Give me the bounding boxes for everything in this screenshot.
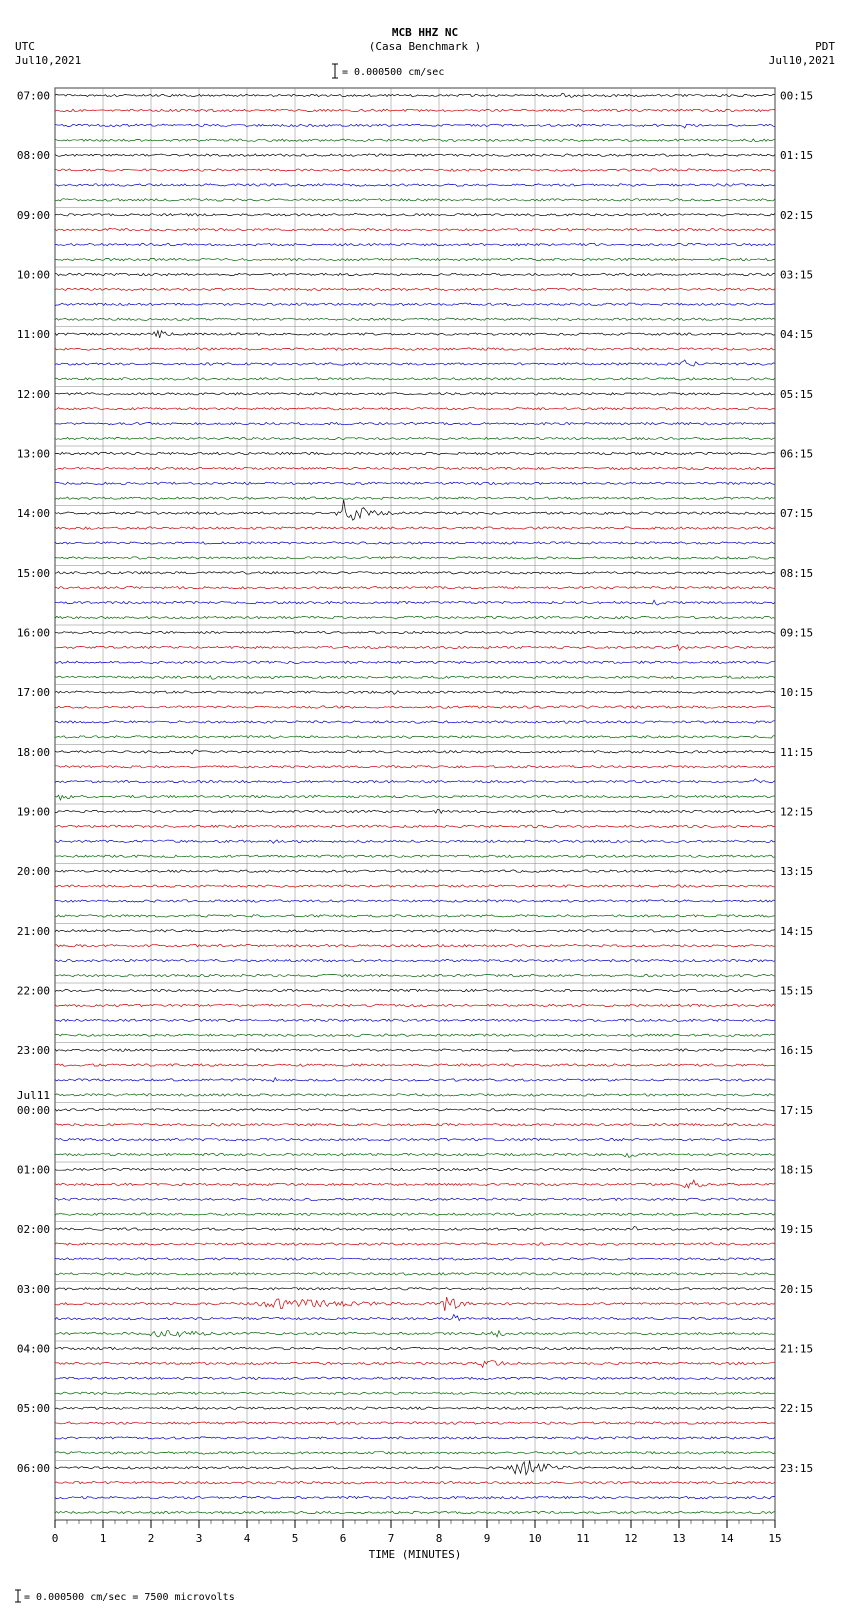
svg-text:23:00: 23:00 (17, 1044, 50, 1057)
seismogram-svg: MCB HHZ NC(Casa Benchmark ) = 0.000500 c… (0, 0, 850, 1613)
svg-text:06:00: 06:00 (17, 1462, 50, 1475)
svg-text:19:00: 19:00 (17, 805, 50, 818)
svg-text:04:15: 04:15 (780, 328, 813, 341)
svg-text:17:15: 17:15 (780, 1104, 813, 1117)
svg-text:02:15: 02:15 (780, 209, 813, 222)
svg-text:4: 4 (244, 1532, 251, 1545)
svg-text:01:15: 01:15 (780, 149, 813, 162)
svg-text:05:00: 05:00 (17, 1402, 50, 1415)
svg-text:5: 5 (292, 1532, 299, 1545)
svg-text:UTC: UTC (15, 40, 35, 53)
svg-text:15:15: 15:15 (780, 984, 813, 997)
svg-text:15:00: 15:00 (17, 567, 50, 580)
svg-text:21:15: 21:15 (780, 1342, 813, 1355)
svg-text:09:15: 09:15 (780, 626, 813, 639)
svg-text:03:15: 03:15 (780, 268, 813, 281)
svg-text:15: 15 (768, 1532, 781, 1545)
svg-text:00:15: 00:15 (780, 89, 813, 102)
svg-text:13:00: 13:00 (17, 447, 50, 460)
svg-text:3: 3 (196, 1532, 203, 1545)
svg-text:12:00: 12:00 (17, 388, 50, 401)
svg-text:11:00: 11:00 (17, 328, 50, 341)
svg-text:23:15: 23:15 (780, 1462, 813, 1475)
svg-text:(Casa Benchmark ): (Casa Benchmark ) (369, 40, 482, 53)
svg-text:TIME (MINUTES): TIME (MINUTES) (369, 1548, 462, 1561)
svg-text:14: 14 (720, 1532, 734, 1545)
svg-text:05:15: 05:15 (780, 388, 813, 401)
svg-text:9: 9 (484, 1532, 491, 1545)
svg-text:= 0.000500 cm/sec: = 0.000500 cm/sec (342, 67, 444, 78)
svg-text:10:15: 10:15 (780, 686, 813, 699)
svg-text:08:00: 08:00 (17, 149, 50, 162)
svg-text:12:15: 12:15 (780, 805, 813, 818)
svg-text:Jul10,2021: Jul10,2021 (769, 54, 835, 67)
svg-text:17:00: 17:00 (17, 686, 50, 699)
svg-text:07:15: 07:15 (780, 507, 813, 520)
svg-text:08:15: 08:15 (780, 567, 813, 580)
svg-text:13:15: 13:15 (780, 865, 813, 878)
svg-text:21:00: 21:00 (17, 925, 50, 938)
svg-text:= 0.000500 cm/sec = 7500 mi: = 0.000500 cm/sec = 7500 microvolts (24, 1592, 235, 1603)
svg-text:0: 0 (52, 1532, 59, 1545)
svg-text:Jul11: Jul11 (17, 1089, 50, 1102)
svg-text:20:15: 20:15 (780, 1283, 813, 1296)
svg-text:03:00: 03:00 (17, 1283, 50, 1296)
svg-text:10: 10 (528, 1532, 541, 1545)
svg-text:20:00: 20:00 (17, 865, 50, 878)
svg-text:19:15: 19:15 (780, 1223, 813, 1236)
svg-text:14:00: 14:00 (17, 507, 50, 520)
svg-text:09:00: 09:00 (17, 209, 50, 222)
svg-text:00:00: 00:00 (17, 1104, 50, 1117)
svg-text:02:00: 02:00 (17, 1223, 50, 1236)
svg-text:06:15: 06:15 (780, 447, 813, 460)
svg-text:16:15: 16:15 (780, 1044, 813, 1057)
svg-text:8: 8 (436, 1532, 443, 1545)
svg-text:01:00: 01:00 (17, 1163, 50, 1176)
svg-text:22:15: 22:15 (780, 1402, 813, 1415)
svg-text:22:00: 22:00 (17, 984, 50, 997)
svg-text:07:00: 07:00 (17, 89, 50, 102)
svg-text:2: 2 (148, 1532, 155, 1545)
svg-text:Jul10,2021: Jul10,2021 (15, 54, 81, 67)
svg-text:13: 13 (672, 1532, 685, 1545)
svg-text:10:00: 10:00 (17, 268, 50, 281)
svg-text:PDT: PDT (815, 40, 835, 53)
svg-text:7: 7 (388, 1532, 395, 1545)
svg-text:11:15: 11:15 (780, 746, 813, 759)
seismogram-container: MCB HHZ NC(Casa Benchmark ) = 0.000500 c… (0, 0, 850, 1613)
svg-text:18:15: 18:15 (780, 1163, 813, 1176)
svg-text:11: 11 (576, 1532, 589, 1545)
svg-text:1: 1 (100, 1532, 107, 1545)
svg-text:12: 12 (624, 1532, 637, 1545)
svg-text:18:00: 18:00 (17, 746, 50, 759)
svg-text:14:15: 14:15 (780, 925, 813, 938)
svg-text:16:00: 16:00 (17, 626, 50, 639)
svg-text:04:00: 04:00 (17, 1342, 50, 1355)
svg-text:6: 6 (340, 1532, 347, 1545)
svg-text:MCB HHZ NC: MCB HHZ NC (392, 26, 458, 39)
